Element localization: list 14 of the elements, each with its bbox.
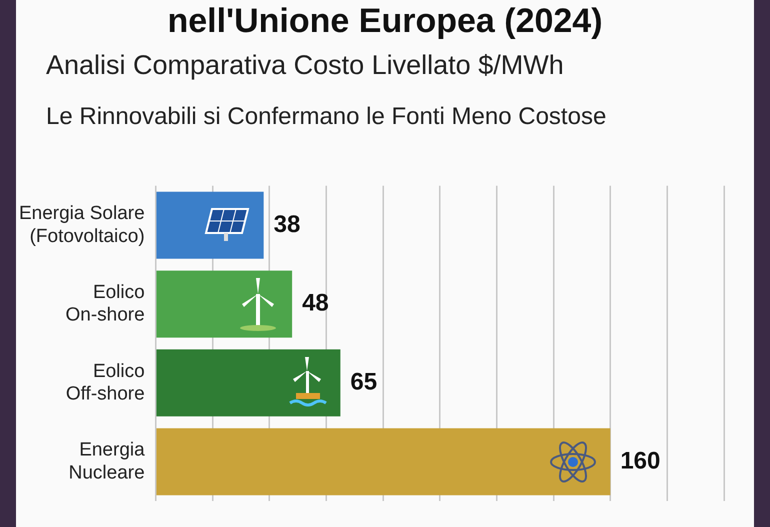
y-tick-label: Eolico On-shore [65, 282, 145, 326]
data-label: 160 [620, 447, 660, 474]
chart-subtitle: Analisi Comparativa Costo Livellato $/MWh [46, 50, 564, 81]
data-label: 48 [302, 290, 329, 317]
data-label: 65 [350, 368, 378, 396]
data-label: 38 [274, 210, 300, 238]
bar [156, 428, 610, 496]
bar [156, 349, 340, 416]
chart-title: nell'Unione Europea (2024) [166, 2, 604, 41]
bar [156, 270, 292, 338]
y-tick-label: Eolico Off-shore [66, 360, 145, 405]
y-tick-label: Energia Nucleare [68, 440, 146, 484]
y-tick-label: Energia Solare (Fotovoltaico) [18, 203, 145, 247]
text: Le Rinnovabili si Confermano le Fonti Meno Costose [46, 103, 606, 131]
